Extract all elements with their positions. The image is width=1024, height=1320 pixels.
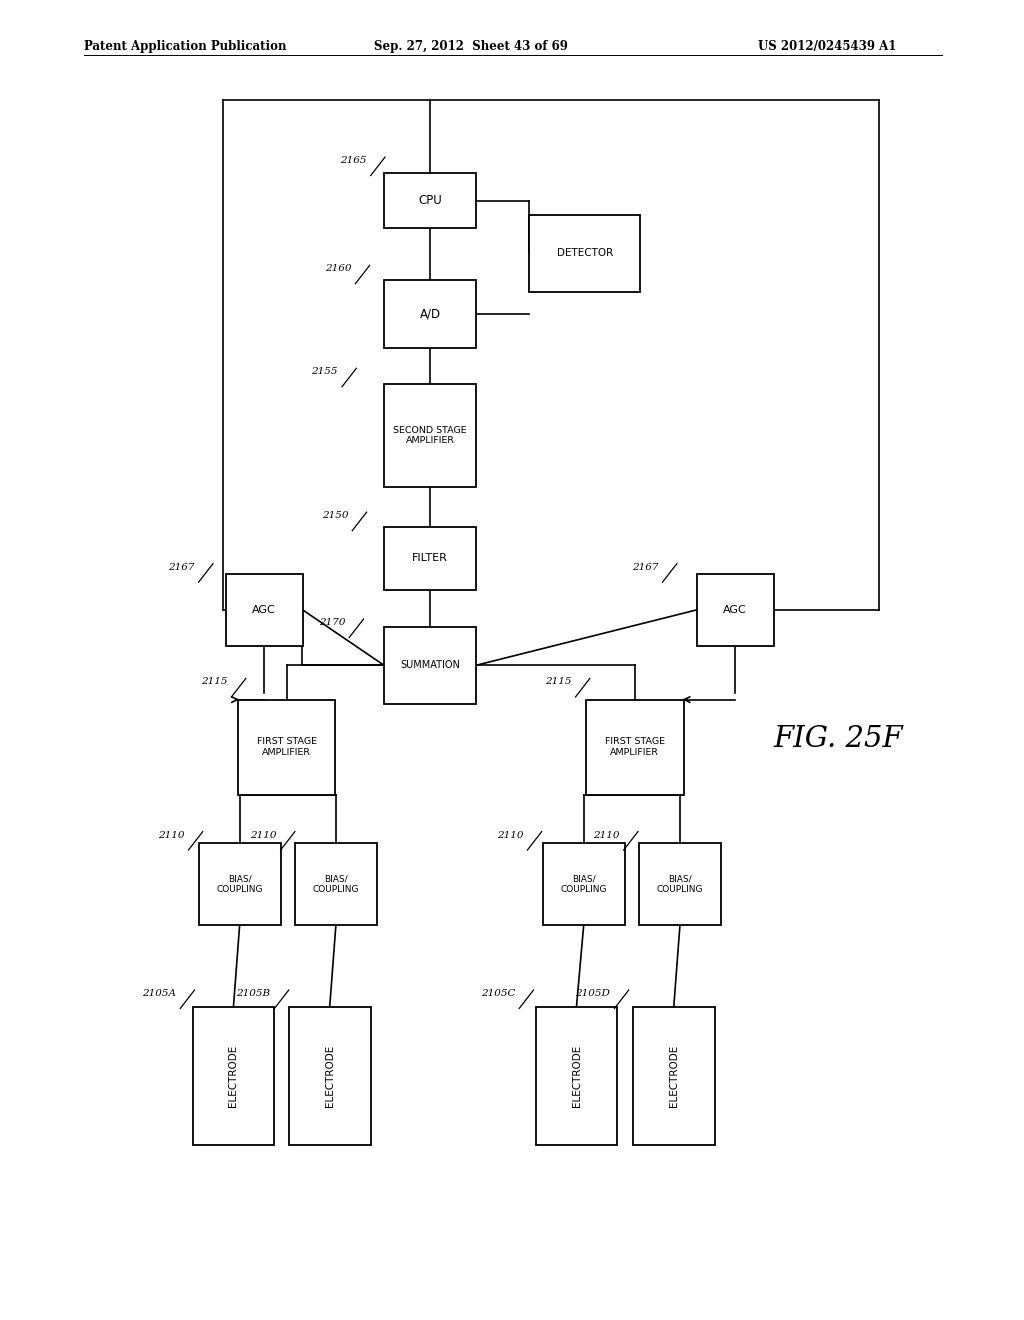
Text: Sep. 27, 2012  Sheet 43 of 69: Sep. 27, 2012 Sheet 43 of 69 xyxy=(374,40,567,53)
Text: FIG. 25F: FIG. 25F xyxy=(773,725,903,754)
Bar xyxy=(289,1006,371,1144)
Bar xyxy=(633,1006,715,1144)
Text: ELECTRODE: ELECTRODE xyxy=(669,1044,679,1107)
Text: 2150: 2150 xyxy=(322,511,348,520)
Bar xyxy=(384,384,476,487)
Text: FIRST STAGE
AMPLIFIER: FIRST STAGE AMPLIFIER xyxy=(605,738,665,756)
Text: BIAS/
COUPLING: BIAS/ COUPLING xyxy=(656,875,703,894)
Text: 2167: 2167 xyxy=(168,562,195,572)
Bar xyxy=(639,843,721,925)
Text: 2115: 2115 xyxy=(545,677,571,686)
Text: 2105D: 2105D xyxy=(575,989,610,998)
Text: AGC: AGC xyxy=(723,605,748,615)
Text: 2167: 2167 xyxy=(632,562,658,572)
Bar xyxy=(696,573,774,645)
Text: AGC: AGC xyxy=(252,605,276,615)
Text: 2110: 2110 xyxy=(250,830,276,840)
Bar xyxy=(384,280,476,348)
Bar xyxy=(193,1006,274,1144)
Text: 2115: 2115 xyxy=(201,677,227,686)
Text: 2160: 2160 xyxy=(325,264,351,273)
Text: SECOND STAGE
AMPLIFIER: SECOND STAGE AMPLIFIER xyxy=(393,426,467,445)
Bar xyxy=(225,573,303,645)
Text: 2110: 2110 xyxy=(593,830,620,840)
Text: 2110: 2110 xyxy=(497,830,523,840)
Text: 2105B: 2105B xyxy=(237,989,270,998)
Text: 2105A: 2105A xyxy=(142,989,176,998)
Text: A/D: A/D xyxy=(420,308,440,321)
Text: US 2012/0245439 A1: US 2012/0245439 A1 xyxy=(758,40,896,53)
Text: ELECTRODE: ELECTRODE xyxy=(571,1044,582,1107)
Text: ELECTRODE: ELECTRODE xyxy=(228,1044,239,1107)
Text: 2105C: 2105C xyxy=(480,989,515,998)
Bar xyxy=(384,527,476,590)
Text: CPU: CPU xyxy=(418,194,442,207)
Text: 2110: 2110 xyxy=(158,830,184,840)
Text: FILTER: FILTER xyxy=(412,553,449,564)
Text: 2165: 2165 xyxy=(340,156,367,165)
Bar xyxy=(586,700,684,795)
Bar xyxy=(199,843,281,925)
Bar xyxy=(384,627,476,704)
Text: ELECTRODE: ELECTRODE xyxy=(325,1044,335,1107)
Bar xyxy=(384,173,476,228)
Text: 2170: 2170 xyxy=(318,618,345,627)
Text: BIAS/
COUPLING: BIAS/ COUPLING xyxy=(216,875,263,894)
Text: BIAS/
COUPLING: BIAS/ COUPLING xyxy=(312,875,359,894)
Bar xyxy=(536,1006,617,1144)
Text: SUMMATION: SUMMATION xyxy=(400,660,460,671)
Text: BIAS/
COUPLING: BIAS/ COUPLING xyxy=(560,875,607,894)
Text: 2155: 2155 xyxy=(311,367,338,376)
Text: Patent Application Publication: Patent Application Publication xyxy=(84,40,287,53)
Bar xyxy=(295,843,377,925)
Bar xyxy=(239,700,336,795)
Bar xyxy=(543,843,625,925)
Text: DETECTOR: DETECTOR xyxy=(557,248,612,259)
Bar xyxy=(529,215,640,292)
Text: FIRST STAGE
AMPLIFIER: FIRST STAGE AMPLIFIER xyxy=(257,738,316,756)
